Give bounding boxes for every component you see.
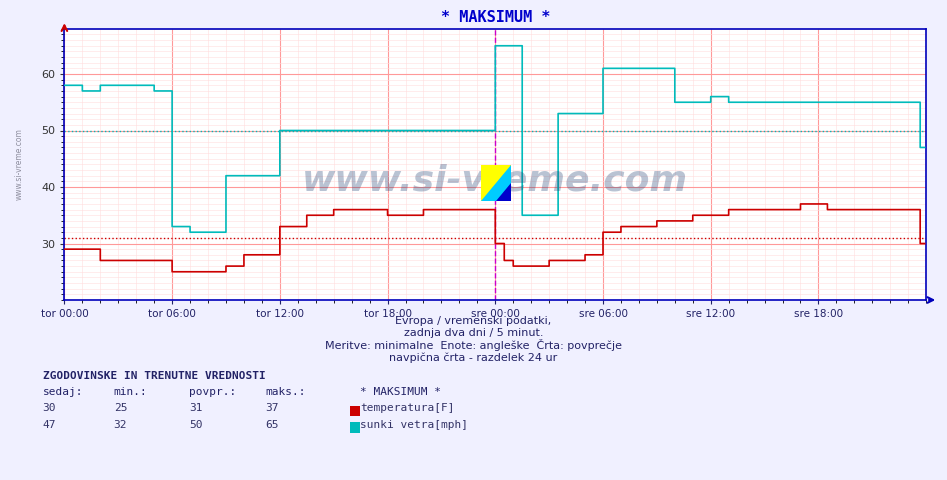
Text: * MAKSIMUM *: * MAKSIMUM * bbox=[360, 386, 441, 396]
Text: 32: 32 bbox=[114, 420, 127, 430]
Text: 30: 30 bbox=[43, 403, 56, 413]
Polygon shape bbox=[481, 165, 511, 201]
Text: 31: 31 bbox=[189, 403, 203, 413]
Text: 50: 50 bbox=[189, 420, 203, 430]
Text: www.si-vreme.com: www.si-vreme.com bbox=[302, 164, 688, 198]
Text: navpična črta - razdelek 24 ur: navpična črta - razdelek 24 ur bbox=[389, 352, 558, 363]
Text: sedaj:: sedaj: bbox=[43, 386, 83, 396]
Text: 47: 47 bbox=[43, 420, 56, 430]
Text: povpr.:: povpr.: bbox=[189, 386, 237, 396]
Polygon shape bbox=[496, 183, 511, 201]
Text: ZGODOVINSKE IN TRENUTNE VREDNOSTI: ZGODOVINSKE IN TRENUTNE VREDNOSTI bbox=[43, 371, 265, 381]
Text: sunki vetra[mph]: sunki vetra[mph] bbox=[360, 420, 468, 430]
Text: zadnja dva dni / 5 minut.: zadnja dva dni / 5 minut. bbox=[403, 328, 544, 338]
Text: 65: 65 bbox=[265, 420, 278, 430]
Title: * MAKSIMUM *: * MAKSIMUM * bbox=[440, 10, 550, 25]
Polygon shape bbox=[481, 165, 511, 201]
Text: min.:: min.: bbox=[114, 386, 148, 396]
Text: www.si-vreme.com: www.si-vreme.com bbox=[15, 129, 24, 200]
Text: temperatura[F]: temperatura[F] bbox=[360, 403, 455, 413]
Text: Evropa / vremenski podatki,: Evropa / vremenski podatki, bbox=[396, 316, 551, 326]
Text: 37: 37 bbox=[265, 403, 278, 413]
Text: Meritve: minimalne  Enote: angleške  Črta: povprečje: Meritve: minimalne Enote: angleške Črta:… bbox=[325, 339, 622, 351]
Text: 25: 25 bbox=[114, 403, 127, 413]
Text: maks.:: maks.: bbox=[265, 386, 306, 396]
